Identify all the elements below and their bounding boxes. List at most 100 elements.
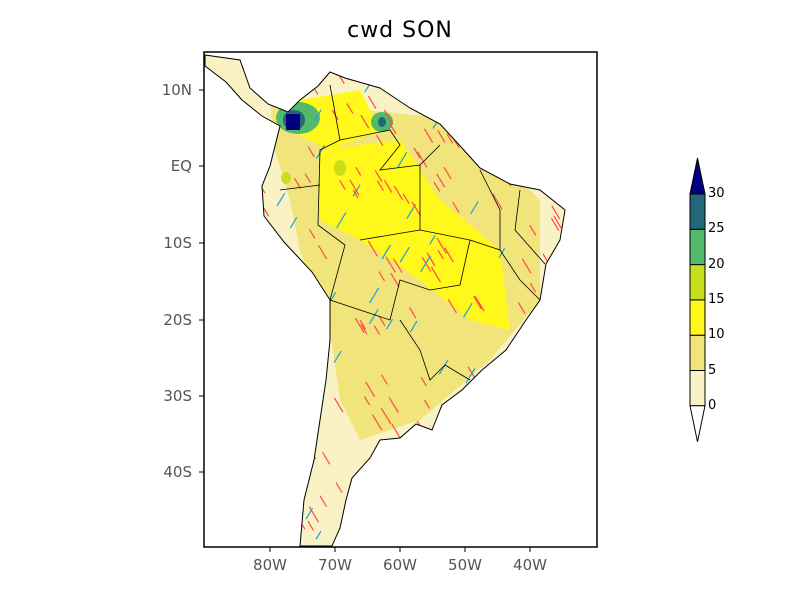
hatch-mark-positive (490, 392, 500, 407)
hatch-mark-negative (265, 338, 272, 348)
contour-above-30 (286, 114, 300, 130)
hatch-mark-negative (235, 154, 244, 167)
hatch-mark-positive (473, 295, 483, 310)
hatch-mark-positive (393, 258, 403, 273)
hatch-mark-positive (295, 484, 303, 495)
hatch-mark-positive (228, 236, 239, 254)
hatch-mark-positive (551, 205, 561, 220)
hatch-mark-positive (433, 181, 441, 192)
hatch-mark-positive (555, 352, 564, 364)
lon-label-60w: 60W (383, 556, 417, 574)
hatch-mark-positive (363, 396, 371, 406)
hatch-mark-positive (511, 517, 521, 531)
hatch-mark-positive (390, 272, 400, 288)
hatch-mark-positive (313, 357, 322, 370)
hatch-mark-positive (292, 304, 299, 313)
hatch-mark-positive (296, 320, 305, 334)
hatch-mark-positive (271, 429, 281, 444)
hatch-mark-negative (289, 217, 298, 229)
lon-label-50w: 50W (448, 556, 482, 574)
hatch-mark-positive (371, 474, 378, 484)
hatch-mark-positive (244, 161, 251, 172)
hatch-mark-positive (528, 514, 540, 531)
hatch-mark-positive (252, 150, 259, 160)
hatch-mark-positive (380, 407, 392, 425)
hatch-mark-negative (276, 192, 286, 207)
hatch-mark-negative (560, 136, 565, 146)
land-area (204, 54, 566, 547)
hatch-mark-positive (262, 140, 272, 153)
hatch-mark-positive (507, 532, 515, 543)
colorbar-over-arrow (689, 157, 706, 195)
hatch-mark-positive (558, 488, 565, 499)
hatch-mark-positive (307, 146, 315, 158)
hatch-mark-positive (485, 378, 495, 391)
hatch-mark-positive (454, 406, 462, 418)
lat-label-10n: 10N (161, 81, 192, 99)
hatch-mark-positive (379, 316, 386, 327)
hatch-mark-positive (423, 128, 434, 143)
hatch-mark-negative (298, 282, 306, 293)
hatch-mark-positive (550, 217, 560, 231)
hatch-mark-positive (434, 101, 441, 111)
hatch-mark-positive (352, 479, 362, 494)
hatch-mark-negative (270, 69, 277, 79)
hatch-mark-positive (275, 375, 286, 390)
hatch-mark-negative (298, 413, 305, 423)
hatch-mark-positive (252, 272, 260, 284)
hatch-mark-positive (308, 506, 320, 523)
hatch-mark-positive (209, 293, 216, 303)
hatch-mark-positive (373, 478, 382, 491)
colorbar-label-30: 30 (708, 186, 725, 201)
hatch-mark-positive (367, 95, 377, 109)
hatch-mark-negative (496, 378, 506, 393)
hatch-mark-positive (378, 271, 385, 282)
hatch-mark-negative (406, 204, 416, 219)
hatch-mark-positive (270, 441, 280, 456)
hatch-mark-negative (473, 492, 484, 508)
hatch-mark-positive (519, 333, 527, 343)
hatch-mark-positive (376, 134, 384, 146)
colorbar-label-20: 20 (708, 256, 725, 272)
hatch-mark-positive (308, 228, 316, 239)
hatch-mark-positive (402, 464, 412, 479)
hatch-mark-positive (254, 440, 262, 452)
hatch-mark-positive (461, 426, 470, 440)
hatch-mark-negative (238, 118, 247, 130)
hatch-mark-positive (551, 60, 559, 72)
hatch-mark-positive (367, 240, 378, 257)
lon-label-40w: 40W (513, 556, 547, 574)
hatch-mark-negative (420, 255, 431, 273)
hatch-mark-positive (349, 179, 360, 196)
colorbar-bin-5 (689, 193, 706, 230)
lat-label-40s: 40S (163, 463, 192, 481)
hatch-mark-negative (494, 117, 500, 126)
hatch-mark-positive (385, 256, 396, 273)
hatch-mark-positive (255, 409, 262, 419)
hatch-mark-positive (529, 225, 537, 236)
hatch-mark-positive (494, 71, 502, 83)
hatch-mark-positive (540, 356, 551, 372)
hatch-mark-positive (561, 531, 565, 541)
hatch-mark-positive (355, 166, 362, 176)
hatch-mark-positive (319, 495, 328, 508)
hatch-mark-negative (364, 492, 371, 503)
colorbar-bin-2 (689, 299, 706, 336)
hatch-mark-negative (554, 295, 563, 308)
hatch-mark-negative (531, 323, 538, 334)
hatch-mark-positive (467, 366, 476, 378)
colorbar-label-0: 0 (708, 397, 717, 413)
hatch-mark-positive (306, 427, 318, 445)
hatch-mark-positive (258, 167, 265, 177)
hatch-mark-negative (386, 318, 394, 330)
hatch-mark-negative (399, 501, 408, 514)
hatch-mark-negative (300, 275, 309, 288)
hatch-mark-negative (463, 302, 473, 318)
hatch-mark-positive (383, 109, 394, 125)
colorbar-bin-1 (689, 334, 706, 372)
contour-10-15 (320, 140, 510, 330)
hatch-mark-positive (447, 299, 457, 314)
hatch-mark-negative (333, 350, 342, 363)
hatch-mark-positive (393, 185, 404, 201)
colorbar-bin-0 (689, 370, 706, 407)
